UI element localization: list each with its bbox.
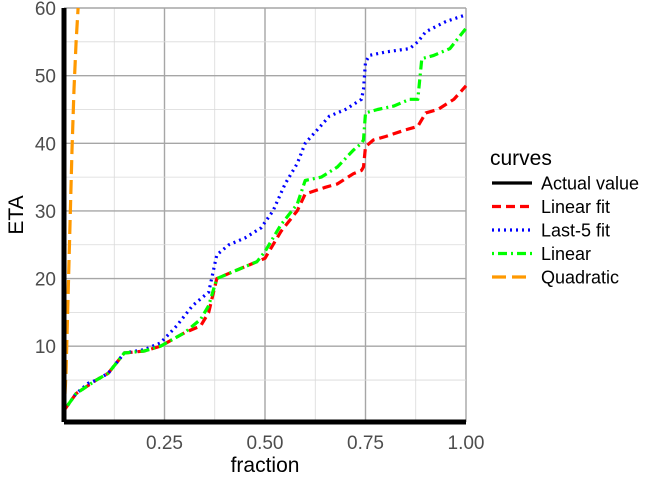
- series-line-last-5-fit: [62, 13, 467, 412]
- x-tick-label: 1.00: [448, 433, 485, 454]
- y-axis-title: ETA: [5, 195, 28, 234]
- y-tick-label: 10: [35, 337, 56, 358]
- y-tick-label: 60: [35, 0, 56, 20]
- legend-label: Quadratic: [541, 268, 619, 288]
- legend-label: Actual value: [541, 174, 639, 194]
- x-tick-label: 0.50: [247, 433, 284, 454]
- grid: [64, 7, 467, 422]
- series-line-linear: [62, 27, 468, 412]
- tick-labels: 0.25 0.50 0.75 1.00 10 20 30 40 50 60: [35, 0, 485, 454]
- y-tick-label: 30: [35, 202, 56, 223]
- x-tick-label: 0.25: [146, 433, 183, 454]
- x-tick-label: 0.75: [347, 433, 384, 454]
- axes: [61, 8, 466, 425]
- y-tick-label: 40: [35, 134, 56, 155]
- legend-title: curves: [490, 147, 552, 170]
- y-tick-label: 20: [35, 270, 56, 291]
- legend: curves Actual value Linear fit Last-5 fit L…: [490, 147, 639, 288]
- x-axis-title: fraction: [231, 454, 300, 477]
- legend-label: Linear: [541, 244, 591, 264]
- y-tick-label: 50: [35, 67, 56, 88]
- legend-label: Last-5 fit: [541, 221, 610, 241]
- legend-label: Linear fit: [541, 197, 610, 217]
